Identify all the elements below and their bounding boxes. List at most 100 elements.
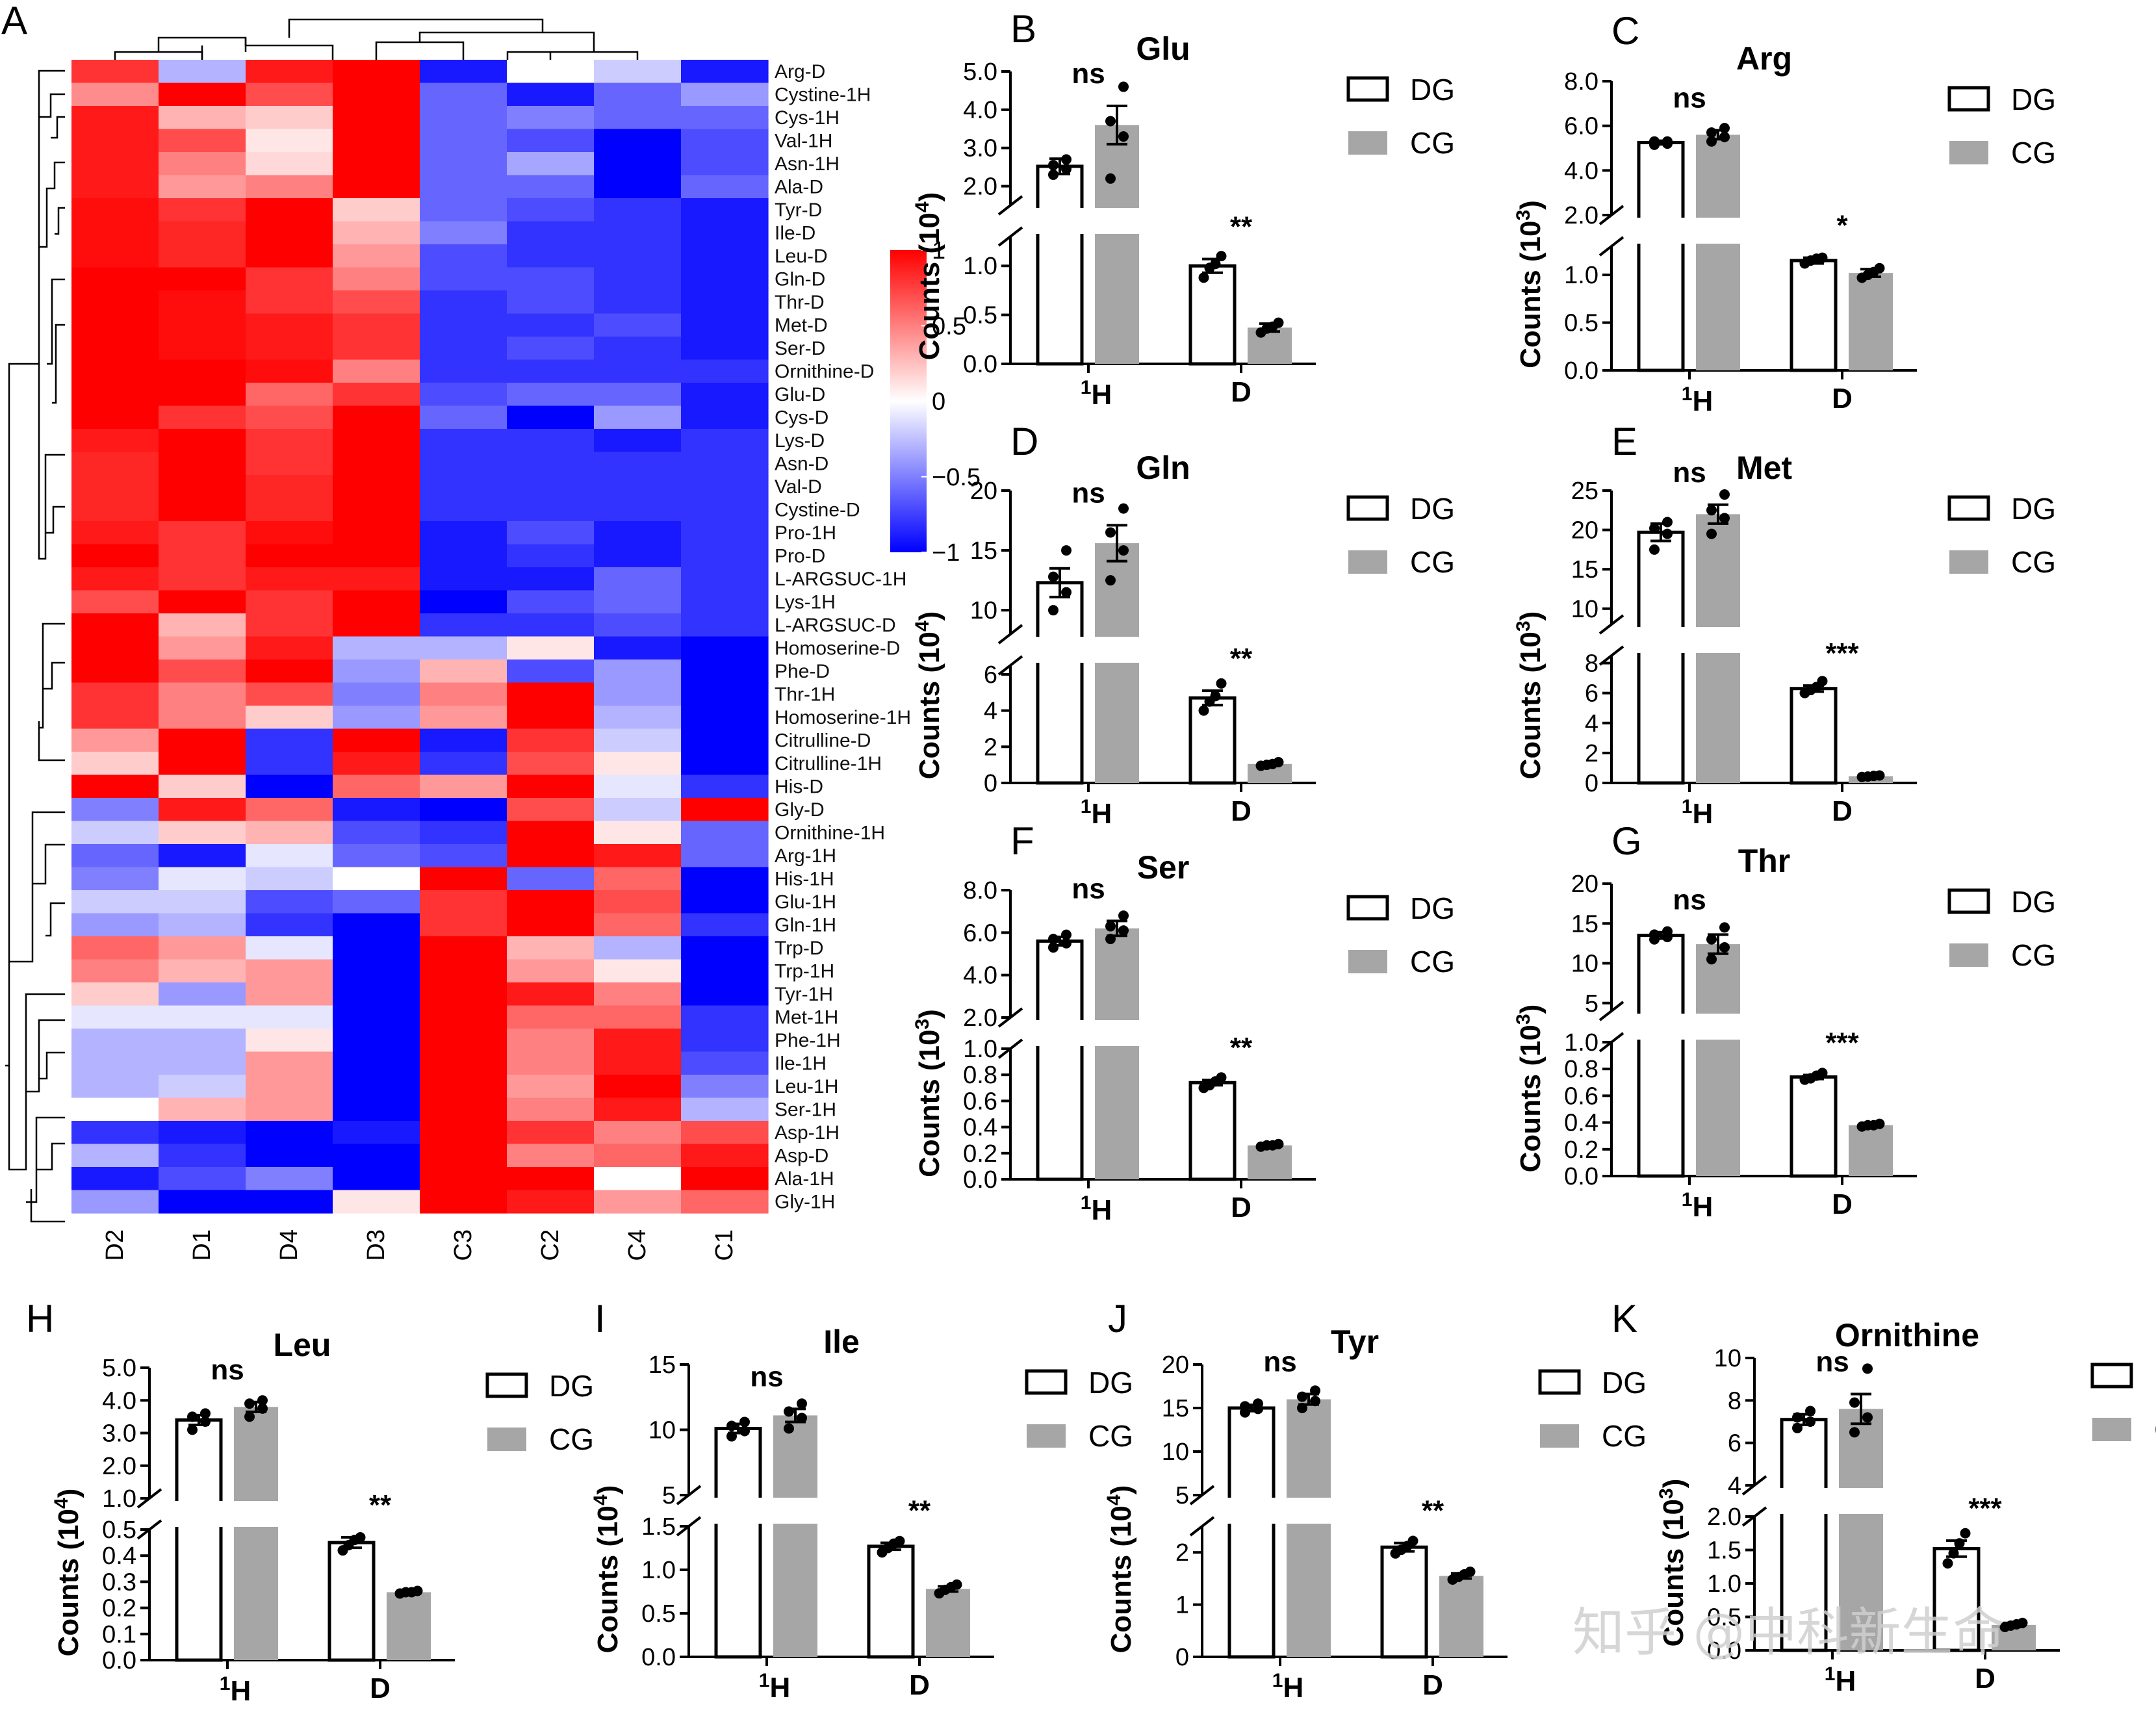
heatmap-cell-Gly-D-D4 [246,798,333,822]
x-tick-label: D [1231,795,1251,827]
y-tick-label-bottom: 2 [984,734,997,761]
data-point [894,1535,905,1546]
heatmap-cell-His-1H-D1 [159,867,246,891]
bar-CG-D [1248,1145,1292,1179]
legend-swatch-DG [1947,495,1990,521]
heatmap-cell-Arg-D-C1 [681,60,769,84]
legend-label-CG: CG [2154,1413,2156,1446]
data-point [1649,136,1660,147]
heatmap-row-label: Ser-1H [775,1099,836,1120]
y-axis-label: Counts (103) [1513,611,1546,780]
axis-break-mark [997,195,1023,216]
significance-label: ns [1673,457,1706,489]
heatmap-cell-Val-D-D4 [246,475,333,499]
bar-panel-F: F Ser Counts (103) 2.0 4.0 6.0 8.0 0.00.20.40.6… [912,819,1455,1226]
heatmap-cell-Ser-D-C2 [507,337,595,361]
heatmap-cell-Gln-1H-D3 [333,913,420,937]
data-point [1706,528,1717,539]
heatmap-cell-Lys-1H-D3 [333,590,420,614]
heatmap-row-label: Trp-D [775,938,824,959]
heatmap-cell-Homoserine-D-D2 [71,636,159,660]
data-point [2017,1617,2028,1628]
heatmap-cell-Tyr-1H-D4 [246,982,333,1006]
bar-DG-D [1188,1081,1237,1181]
heatmap-cell-Cys-D-C4 [594,405,682,429]
x-tick-label-letter: H [769,1672,790,1704]
y-tick-label-bottom: 1.0 [963,253,997,280]
heatmap-cell-Homoserine-D-D4 [246,636,333,660]
data-point [1465,1566,1476,1577]
heatmap-cell-Ala-1H-C1 [681,1167,769,1191]
heatmap-cell-Arg-1H-D3 [333,844,420,868]
heatmap-cell-Gln-D-C3 [420,267,507,291]
bar-break-gap [1092,1020,1142,1046]
bar-CG-D [1439,1576,1483,1657]
heatmap-row-label: Ser-D [775,338,825,359]
heatmap-cell-Arg-1H-D2 [71,844,159,868]
data-point [1407,1535,1418,1546]
heatmap-cell-His-1H-C1 [681,867,769,891]
heatmap-cell-Phe-D-D3 [333,660,420,684]
legend-label-CG: CG [2011,136,2056,170]
heatmap-cell-Gly-1H-C2 [507,1190,595,1214]
x-tick-label: 1H [1825,1663,1856,1697]
heatmap-cell-Pro-1H-D1 [159,521,246,545]
bar-break-gap [1035,637,1084,663]
data-point [1719,513,1730,524]
heatmap-cell-Pro-1H-D2 [71,521,159,545]
heatmap-cell-Gln-D-D2 [71,267,159,291]
heatmap-cell-Homoserine-D-C1 [681,636,769,660]
legend-label-DG: DG [1602,1366,1647,1400]
data-point [1061,587,1072,598]
heatmap-cell-Trp-D-D1 [159,936,246,960]
heatmap-cell-Ala-D-D4 [246,175,333,199]
y-axis-label-text: Counts (10 [914,632,945,779]
heatmap-cell-Ala-D-C1 [681,175,769,199]
significance-label: ** [369,1489,392,1521]
y-tick-label-top: 4.0 [963,97,997,124]
heatmap-cell-Thr-1H-D2 [71,682,159,706]
heatmap-cell-Leu-1H-C2 [507,1075,595,1099]
heatmap-cell-Arg-1H-C1 [681,844,769,868]
x-tick-label-superscript: 1 [1682,383,1693,405]
y-tick-label-top: 8 [1728,1387,1741,1415]
bar-DG-1H [1036,939,1084,1181]
y-tick-label-top: 5 [662,1482,676,1509]
heatmap-cell-L-ARGSUC-D-C4 [594,613,682,637]
data-point [244,1398,255,1409]
heatmap-row-label: Arg-1H [775,845,836,867]
y-axis-exponent: 4 [912,621,933,632]
x-tick-label: 1H [1081,377,1112,411]
heatmap-cell-Met-1H-D4 [246,1005,333,1029]
heatmap-cell-Asn-1H-C1 [681,152,769,176]
legend-swatch-DG [1947,86,1990,112]
y-axis-exponent: 4 [590,1494,611,1505]
heatmap-cell-Ornithine-1H-D1 [159,821,246,845]
data-point [739,1426,750,1437]
significance-label: * [1836,210,1848,242]
heatmap-cell-Gly-1H-D3 [333,1190,420,1214]
y-tick-label-bottom: 0.4 [963,1114,997,1142]
heatmap-cell-Ala-1H-C3 [420,1167,507,1191]
panel-letter-G: G [1611,819,1642,863]
heatmap-row-label: Ornithine-1H [775,822,885,843]
heatmap-cell-Cystine-1H-C4 [594,83,682,107]
heatmap-cell-Asp-1H-C4 [594,1121,682,1145]
y-axis-label: Counts (103) [1513,1005,1546,1173]
panel-letter-J: J [1108,1297,1127,1340]
heatmap-cell-L-ARGSUC-D-D1 [159,613,246,637]
heatmap-row-label: Val-1H [775,130,832,151]
x-tick-label-superscript: 1 [1081,1192,1092,1214]
data-point [1273,317,1284,328]
heatmap-cell-Citrulline-1H-C4 [594,752,682,776]
heatmap-cell-Val-D-D3 [333,475,420,499]
heatmap-cell-Phe-1H-C4 [594,1029,682,1053]
data-point [1253,1398,1263,1409]
bar-CG-D [926,1589,970,1657]
heatmap-row-label: Lys-D [775,430,825,452]
bar-DG-1H [714,1426,762,1659]
heatmap-cell-Pro-D-D2 [71,544,159,568]
bar-break-gap [771,1498,820,1524]
